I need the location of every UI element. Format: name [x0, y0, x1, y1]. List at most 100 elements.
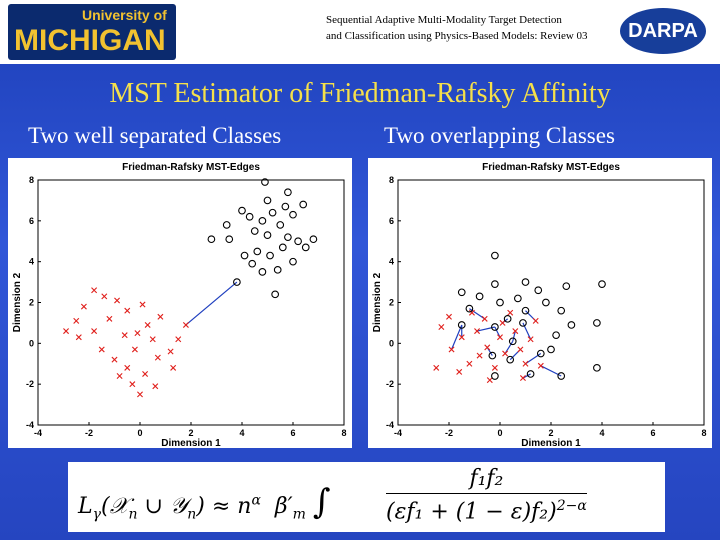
point — [484, 344, 491, 351]
point — [491, 251, 499, 260]
x-axis-label: Dimension 1 — [161, 438, 221, 448]
x-axis-label: Dimension 1 — [521, 438, 581, 448]
slide-title: MST Estimator of Friedman-Rafsky Affinit… — [109, 78, 611, 109]
f-sub: n — [187, 506, 197, 523]
formula-lhs: Lγ(𝒳n ∪ 𝒴n) ≈ nα β′m ∫ — [78, 482, 331, 522]
point — [557, 372, 566, 380]
point — [457, 321, 466, 329]
point — [468, 309, 475, 316]
point — [481, 315, 488, 322]
point — [233, 278, 241, 286]
f-sym: ∪ 𝒴 — [137, 494, 188, 519]
point — [506, 355, 515, 364]
x-tick-label: -2 — [445, 428, 453, 438]
point — [167, 348, 174, 355]
point — [261, 178, 269, 186]
x-tick-label: 4 — [599, 428, 604, 438]
y-tick-label: 2 — [29, 298, 34, 308]
x-tick-label: 0 — [137, 428, 142, 438]
point — [139, 301, 146, 308]
university-logo: University of MICHIGAN — [8, 4, 176, 60]
point — [521, 306, 530, 315]
point — [465, 304, 474, 313]
point — [281, 202, 290, 211]
point — [289, 257, 297, 266]
mst-edge — [494, 326, 501, 338]
formula: Lγ(𝒳n ∪ 𝒴n) ≈ nα β′m ∫ f₁f₂ (εf₁ + (1 − ε… — [68, 462, 665, 532]
header-title: Sequential Adaptive Multi-Modality Targe… — [326, 12, 588, 44]
point — [116, 373, 123, 379]
y-tick-label: -4 — [26, 420, 34, 430]
y-tick-label: 8 — [29, 175, 34, 185]
logo-top: University of — [82, 7, 167, 23]
point — [593, 363, 601, 372]
point — [157, 313, 164, 320]
point — [121, 332, 128, 339]
f-sub: γ — [92, 506, 101, 523]
point — [98, 346, 105, 353]
x-tick-label: 6 — [650, 428, 655, 438]
point — [250, 227, 259, 235]
chart-background — [368, 158, 712, 448]
point — [80, 303, 87, 310]
point — [547, 345, 555, 354]
point — [532, 317, 539, 324]
point — [562, 282, 571, 291]
point — [111, 356, 118, 363]
header-title-line: and Classification using Physics-Based M… — [326, 30, 588, 42]
chart-title: Friedman-Rafsky MST-Edges — [122, 162, 260, 173]
f-int: ∫ — [312, 482, 331, 522]
point — [222, 221, 231, 229]
point — [476, 352, 483, 359]
point — [519, 319, 527, 327]
y-tick-label: 0 — [29, 338, 34, 348]
point — [526, 370, 535, 378]
header: University of MICHIGAN Sequential Adapti… — [0, 0, 720, 64]
point — [474, 328, 481, 335]
chart-background — [8, 158, 352, 448]
x-tick-label: 8 — [701, 428, 706, 438]
point — [142, 370, 149, 377]
logo-main: MICHIGAN — [14, 24, 166, 57]
point — [521, 278, 530, 286]
point — [512, 328, 519, 335]
point — [491, 372, 499, 380]
caption: Two well separated Classes — [28, 123, 282, 148]
point — [598, 280, 606, 288]
point — [91, 287, 98, 294]
point — [238, 206, 246, 215]
point — [245, 212, 254, 221]
point — [273, 265, 282, 274]
x-tick-label: 6 — [290, 428, 295, 438]
x-tick-label: -4 — [34, 428, 42, 438]
point — [519, 375, 526, 382]
point — [534, 286, 543, 295]
y-axis-label: Dimension 2 — [372, 272, 383, 332]
point — [514, 294, 522, 303]
point — [129, 381, 136, 388]
darpa-logo: DARPA — [620, 8, 706, 54]
f-sym: (εf₁ + (1 − ε)f₂) — [386, 499, 557, 525]
point — [263, 231, 272, 239]
point — [63, 328, 70, 335]
y-tick-label: 6 — [29, 216, 34, 226]
y-tick-label: -2 — [386, 379, 394, 389]
x-tick-label: 2 — [188, 428, 193, 438]
f-sup: 2−α — [556, 498, 587, 514]
point — [458, 334, 465, 341]
point — [253, 247, 262, 256]
point — [101, 293, 108, 300]
point — [542, 298, 550, 307]
point — [258, 268, 267, 276]
point — [263, 196, 272, 205]
point — [517, 346, 524, 353]
point — [271, 290, 280, 299]
point — [536, 349, 545, 358]
point — [497, 334, 503, 341]
point — [486, 377, 493, 384]
point — [131, 346, 138, 353]
point — [496, 298, 504, 307]
chart: -4 -2 0 2 4 6 8 -4 -2 0 2 4 6 8 Friedman-Rafsky MST-Ed… — [368, 158, 712, 448]
chart-title: Friedman-Rafsky MST-Edges — [482, 162, 620, 173]
point — [225, 235, 234, 244]
